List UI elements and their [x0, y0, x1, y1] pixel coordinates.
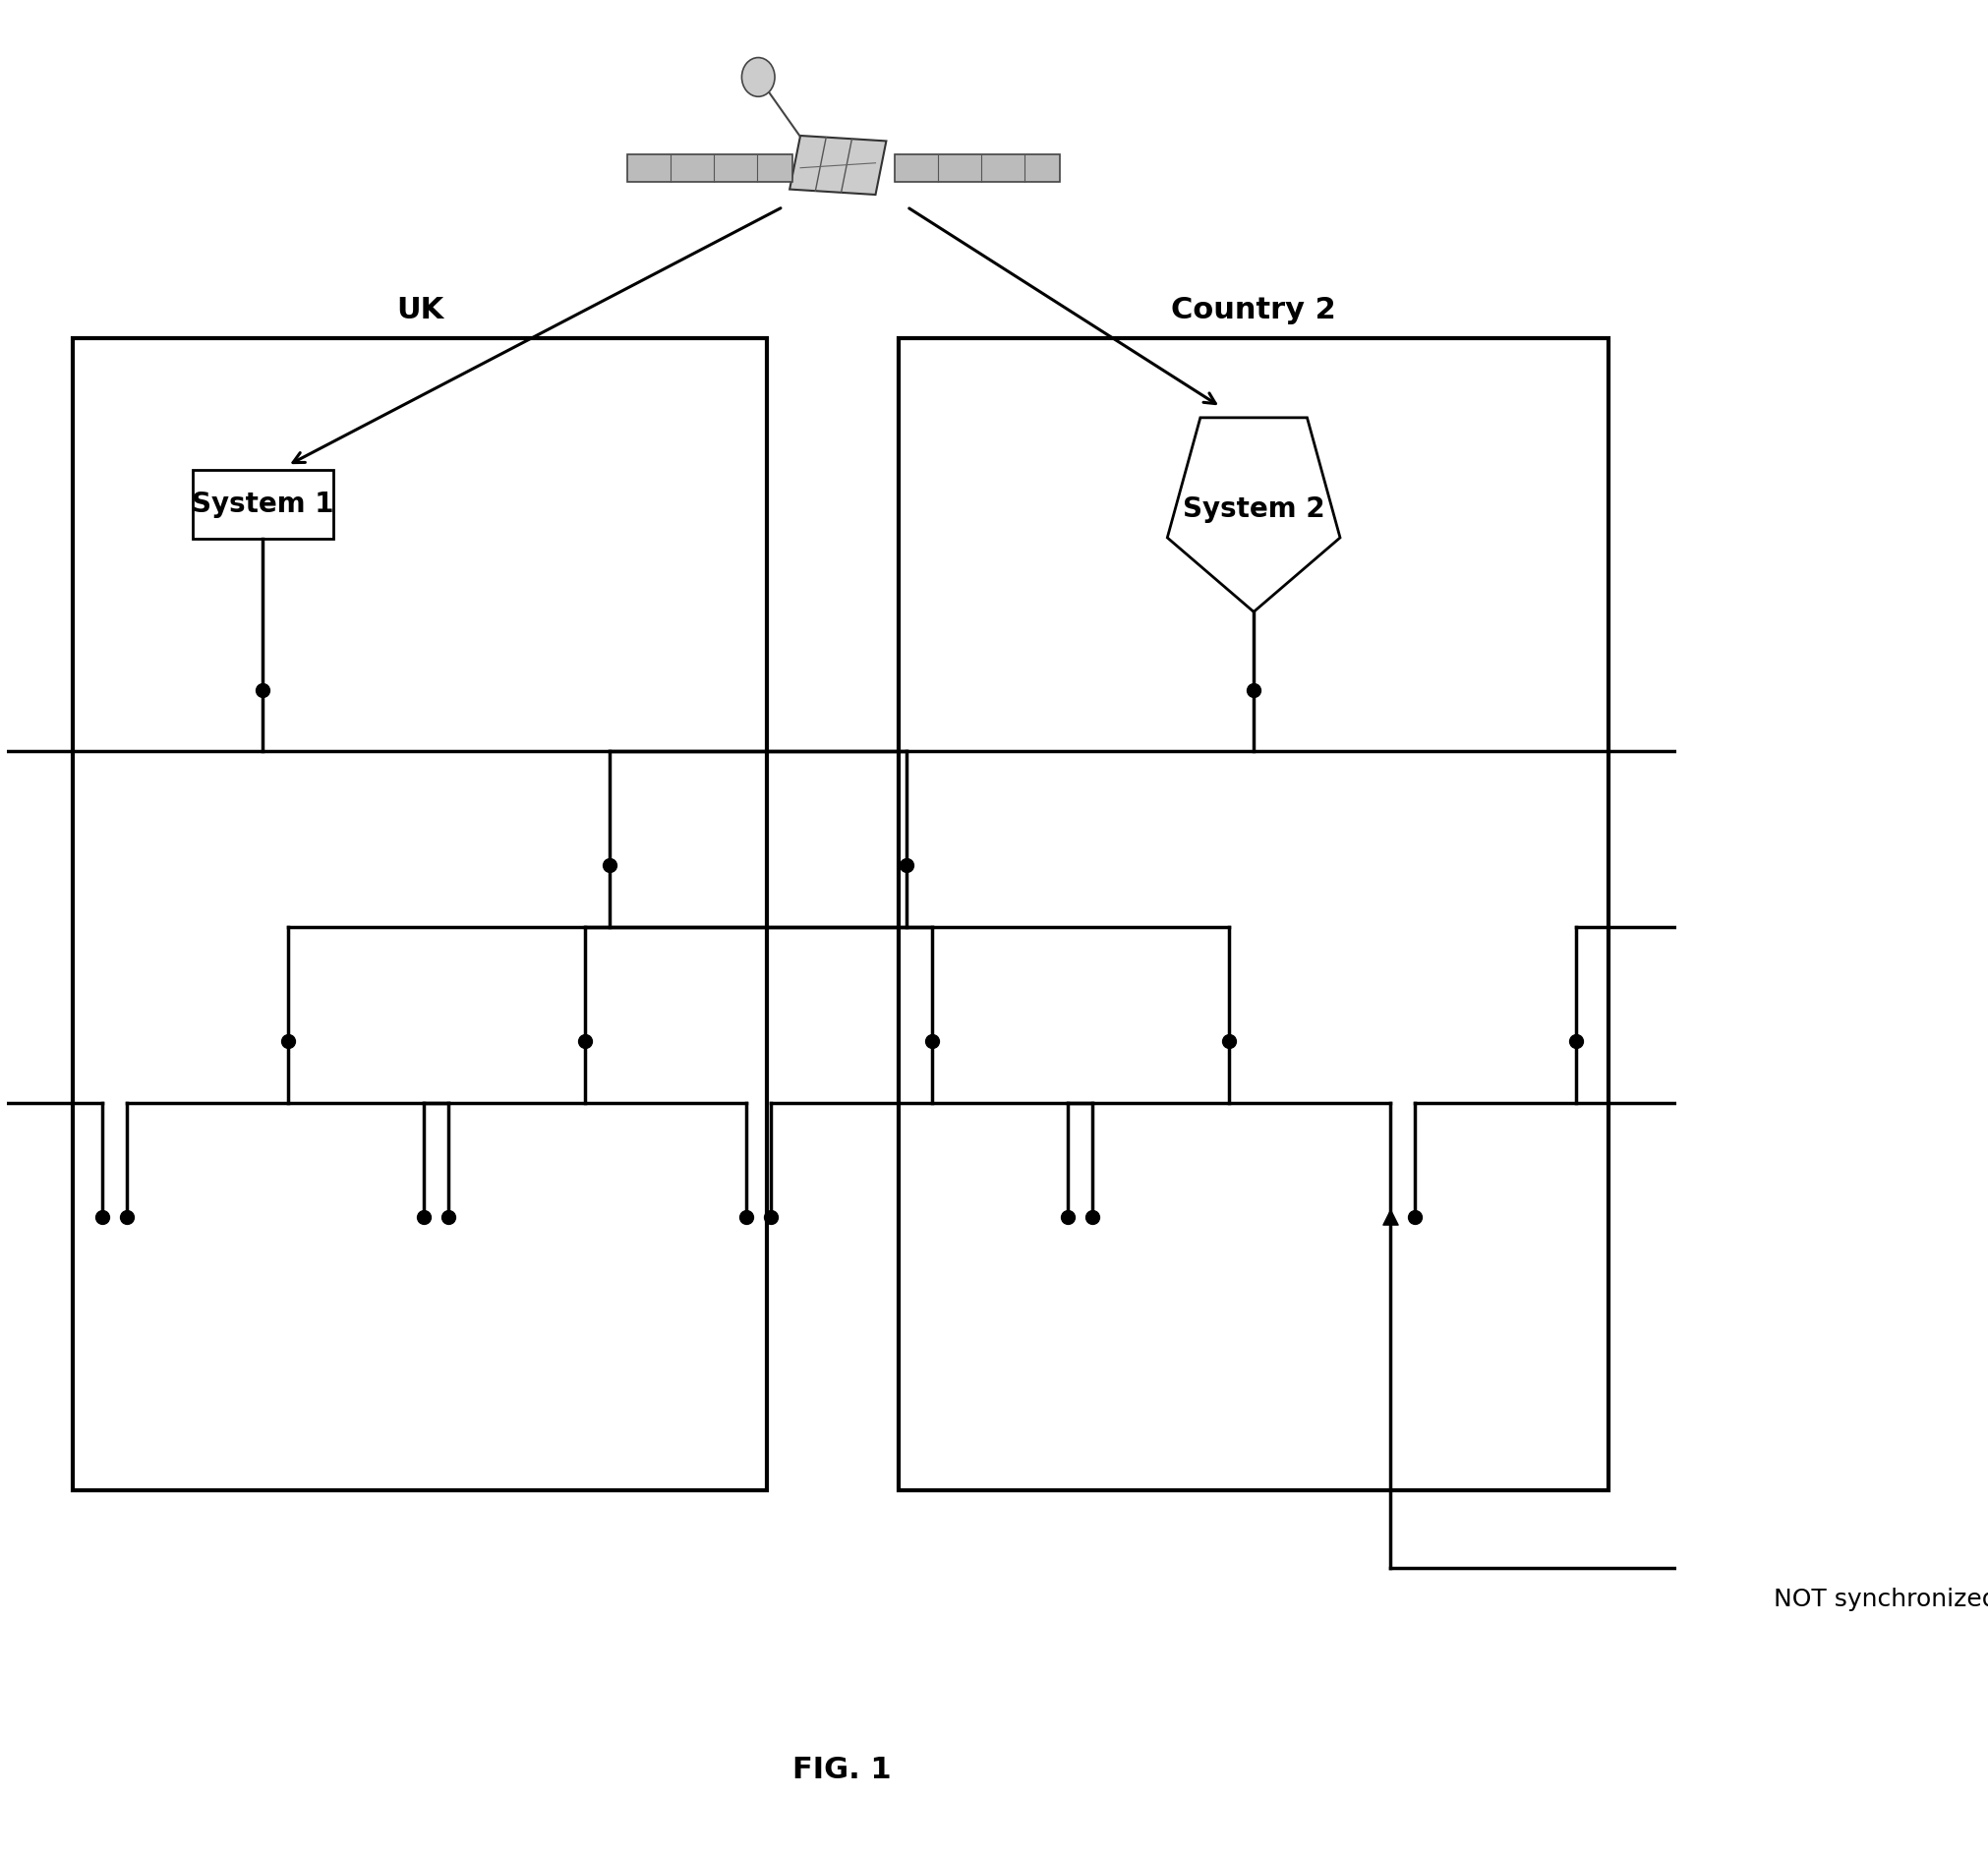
Point	[111, 1202, 143, 1232]
Text: System 1: System 1	[191, 492, 334, 518]
Polygon shape	[626, 154, 791, 182]
Polygon shape	[789, 135, 887, 195]
Point	[1213, 1026, 1244, 1055]
Point	[85, 1202, 117, 1232]
Point	[247, 675, 278, 705]
Text: System 2: System 2	[1183, 495, 1324, 523]
Point	[1400, 1202, 1431, 1232]
Point	[1239, 675, 1270, 705]
Point	[272, 1026, 304, 1055]
Point	[1077, 1202, 1109, 1232]
Text: UK: UK	[396, 295, 443, 325]
Polygon shape	[895, 154, 1060, 182]
Point	[916, 1026, 948, 1055]
Point	[1722, 1202, 1753, 1232]
Bar	[74, 339, 767, 1490]
Polygon shape	[1167, 417, 1340, 612]
Point	[1883, 851, 1914, 881]
Point	[1052, 1202, 1083, 1232]
Text: Country 2: Country 2	[1171, 295, 1336, 325]
Circle shape	[742, 58, 775, 96]
Point	[594, 851, 626, 881]
Point	[1374, 1202, 1406, 1232]
Point	[433, 1202, 465, 1232]
Point	[755, 1202, 787, 1232]
Point	[730, 1202, 761, 1232]
Text: NOT synchronized: NOT synchronized	[1773, 1588, 1988, 1612]
Text: FIG. 1: FIG. 1	[791, 1757, 891, 1785]
Bar	[193, 471, 334, 538]
Point	[408, 1202, 439, 1232]
Point	[569, 1026, 600, 1055]
Point	[1561, 1026, 1592, 1055]
Point	[891, 851, 922, 881]
Bar	[899, 339, 1608, 1490]
